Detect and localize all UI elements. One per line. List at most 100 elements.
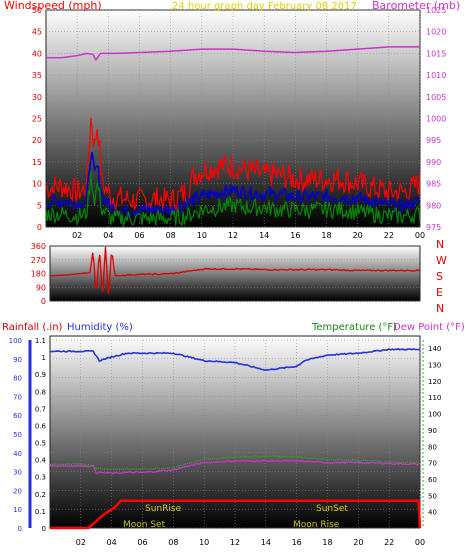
graph-title: 24 hour graph day February 08 2017 bbox=[172, 1, 357, 12]
humidity-tick-4: 40 bbox=[13, 450, 22, 458]
temp-tick-7: 110 bbox=[428, 394, 441, 402]
dewpoint-line bbox=[49, 454, 421, 471]
bottom-x-tick-9: 20 bbox=[353, 538, 363, 547]
windspeed-line bbox=[45, 117, 421, 213]
rain-tick-9: 0.9 bbox=[35, 371, 46, 379]
rain-tick-3: 0.3 bbox=[35, 474, 46, 482]
bottom-x-tick-1: 04 bbox=[107, 538, 117, 547]
mid-series bbox=[49, 246, 421, 295]
sunrise-label: SunRise bbox=[145, 504, 182, 514]
barometer-tick-8: 1015 bbox=[426, 49, 446, 58]
humidity-tick-8: 80 bbox=[13, 375, 22, 383]
wind-dir-tick-0: 0 bbox=[41, 297, 46, 306]
temperature-line bbox=[49, 459, 421, 475]
rain-tick-4: 0.4 bbox=[35, 457, 47, 465]
windspeed-tick-7: 35 bbox=[32, 71, 42, 80]
temperature-axis-label: Temperature (°F) bbox=[311, 322, 397, 333]
bottom-x-tick-0: 02 bbox=[76, 538, 86, 547]
bottom-x-tick-4: 10 bbox=[199, 538, 209, 547]
temp-tick-9: 130 bbox=[428, 362, 441, 370]
bottom-grid bbox=[50, 339, 421, 529]
barometer-tick-9: 1020 bbox=[426, 28, 446, 37]
top-x-tick-11: 00 bbox=[415, 231, 425, 240]
top-x-ticks: 02 04 06 08 10 12 14 16 18 20 22 00 bbox=[72, 231, 425, 240]
top-x-tick-5: 12 bbox=[228, 231, 238, 240]
bottom-x-ticks: 02 04 06 08 10 12 14 16 18 20 22 00 bbox=[76, 538, 425, 547]
temp-tick-1: 50 bbox=[428, 492, 437, 500]
compass-label-3: E bbox=[436, 286, 443, 299]
rain-tick-0: 0 bbox=[42, 525, 46, 533]
barometer-tick-2: 985 bbox=[426, 180, 441, 189]
barometer-tick-0: 975 bbox=[426, 223, 441, 232]
top-series bbox=[45, 46, 421, 227]
wind-dir-tick-4: 360 bbox=[31, 242, 46, 251]
rain-tick-2: 0.2 bbox=[35, 491, 46, 499]
compass-label-2: S bbox=[436, 270, 443, 283]
temp-tick-4: 80 bbox=[428, 443, 437, 451]
windspeed-tick-8: 40 bbox=[32, 49, 42, 58]
wind-dir-tick-1: 90 bbox=[36, 283, 46, 292]
top-x-tick-9: 20 bbox=[353, 231, 363, 240]
wind_dir-line bbox=[49, 246, 421, 295]
bottom-x-tick-6: 14 bbox=[261, 538, 271, 547]
temp-tick-6: 100 bbox=[428, 411, 441, 419]
windgust_low-line bbox=[45, 171, 421, 227]
windspeed-tick-2: 10 bbox=[32, 180, 42, 189]
bottom-x-tick-11: 00 bbox=[415, 538, 425, 547]
top-x-tick-3: 08 bbox=[166, 231, 176, 240]
rainfall-line bbox=[50, 499, 422, 530]
windspeed-tick-10: 50 bbox=[32, 6, 42, 15]
barometer-axis-label: Barometer (mb) bbox=[372, 0, 460, 12]
humidity-tick-1: 10 bbox=[13, 506, 22, 514]
windspeed-tick-9: 45 bbox=[32, 28, 42, 37]
top-x-tick-2: 06 bbox=[134, 231, 144, 240]
top-x-tick-10: 22 bbox=[384, 231, 394, 240]
windgust_avg-line bbox=[45, 152, 421, 218]
windspeed-axis-label: Windspeed (mph) bbox=[4, 0, 102, 12]
rain-tick-8: 0.8 bbox=[35, 388, 46, 396]
barometer-tick-3: 990 bbox=[426, 158, 441, 167]
moonset-label: Moon Set bbox=[123, 520, 166, 530]
bottom-x-tick-2: 06 bbox=[137, 538, 147, 547]
bottom-x-tick-7: 16 bbox=[292, 538, 302, 547]
barometer-tick-7: 1010 bbox=[426, 71, 446, 80]
sunset-label: SunSet bbox=[316, 504, 348, 514]
rain-tick-10: 1 bbox=[42, 354, 46, 362]
humidity-tick-0: 0 bbox=[18, 525, 22, 533]
temp-tick-5: 90 bbox=[428, 427, 437, 435]
wind-dir-tick-3: 270 bbox=[31, 256, 46, 265]
top-x-tick-7: 16 bbox=[290, 231, 300, 240]
top-x-tick-6: 14 bbox=[259, 231, 269, 240]
windspeed-tick-4: 20 bbox=[32, 136, 42, 145]
humidity-tick-7: 70 bbox=[13, 393, 22, 401]
rain-tick-7: 0.7 bbox=[35, 405, 46, 413]
rain-tick-6: 0.6 bbox=[35, 422, 47, 430]
bottom-x-tick-5: 12 bbox=[230, 538, 240, 547]
humidity-tick-2: 20 bbox=[13, 487, 22, 495]
humidity-tick-9: 90 bbox=[13, 356, 22, 364]
bottom-x-tick-10: 22 bbox=[384, 538, 394, 547]
windspeed-tick-0: 0 bbox=[37, 223, 42, 232]
compass-label-1: W bbox=[436, 254, 447, 267]
temp-tick-8: 120 bbox=[428, 378, 441, 386]
bottom-x-tick-8: 18 bbox=[322, 538, 332, 547]
rain-tick-5: 0.5 bbox=[35, 440, 46, 448]
humidity-tick-6: 60 bbox=[13, 412, 22, 420]
rain-tick-1: 0.1 bbox=[35, 508, 46, 516]
temp-tick-10: 140 bbox=[428, 345, 441, 353]
windspeed-tick-3: 15 bbox=[32, 158, 42, 167]
mid-ticks: 0 90 180 270 360 bbox=[31, 242, 46, 306]
humidity-tick-5: 50 bbox=[13, 431, 22, 439]
humidity-tick-10: 100 bbox=[9, 337, 22, 345]
barometer-tick-5: 1000 bbox=[426, 115, 446, 124]
bottom-x-tick-3: 08 bbox=[168, 538, 178, 547]
bottom-series bbox=[49, 348, 422, 530]
barometer-tick-10: 1025 bbox=[426, 6, 446, 15]
bottom-ticks: 0 10 20 30 40 50 60 70 80 90 100 0 0.1 0.2 0.3 0.4 0.5 0.… bbox=[9, 337, 442, 533]
top-x-tick-0: 02 bbox=[72, 231, 82, 240]
compass-label-0: N bbox=[436, 238, 444, 251]
windspeed-tick-1: 5 bbox=[37, 201, 42, 210]
